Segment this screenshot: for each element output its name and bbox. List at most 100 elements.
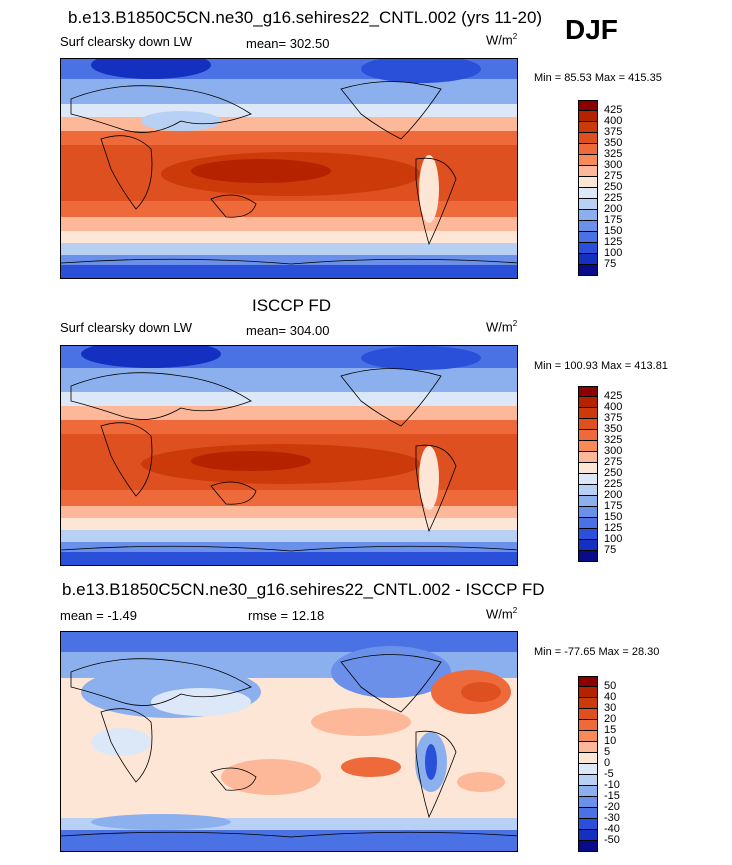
panel3-map: [60, 631, 518, 852]
panel2-mean-label: mean= 304.00: [246, 323, 330, 338]
colorbar-tick-label: 400: [604, 115, 623, 127]
colorbar-tick-label: 400: [604, 401, 623, 413]
colorbar-tick-label: 75: [604, 544, 617, 556]
colorbar-box: [578, 720, 598, 731]
colorbar-box: [578, 764, 598, 775]
colorbar-tick-label: 375: [604, 126, 623, 138]
panel1-mean-label: mean= 302.50: [246, 36, 330, 51]
colorbar-box: [578, 540, 598, 551]
panel3-title: b.e13.B1850C5CN.ne30_g16.sehires22_CNTL.…: [62, 580, 545, 599]
colorbar-tick-label: -50: [604, 834, 620, 846]
colorbar-box: [578, 507, 598, 518]
colorbar-box: [578, 518, 598, 529]
colorbar-tick-label: 300: [604, 445, 623, 457]
panel2-variable-label: Surf clearsky down LW: [60, 320, 192, 335]
colorbar-tick-label: 100: [604, 247, 623, 259]
panel3-rmse-label: rmse = 12.18: [248, 608, 325, 623]
colorbar-tick-label: -10: [604, 779, 620, 791]
panel3-units-label: W/m2: [486, 606, 518, 622]
colorbar-tick-label: 0: [604, 757, 611, 769]
colorbar-tick-label: 175: [604, 214, 623, 226]
colorbar-box: [578, 841, 598, 852]
colorbar-tick-label: 100: [604, 533, 623, 545]
colorbar-tick-label: 325: [604, 148, 623, 160]
colorbar-box: [578, 819, 598, 830]
colorbar-box: [578, 430, 598, 441]
colorbar-tick-label: 75: [604, 258, 617, 270]
panel2-colorbar: [578, 386, 598, 562]
colorbar-box: [578, 254, 598, 265]
season-label: DJF: [565, 14, 618, 45]
colorbar-tick-label: 15: [604, 724, 617, 736]
colorbar-box: [578, 676, 598, 687]
colorbar-tick-label: 250: [604, 467, 623, 479]
colorbar-box: [578, 485, 598, 496]
colorbar-tick-label: 30: [604, 702, 617, 714]
colorbar-box: [578, 441, 598, 452]
panel1-colorbar: [578, 100, 598, 276]
colorbar-box: [578, 166, 598, 177]
colorbar-box: [578, 199, 598, 210]
colorbar-box: [578, 786, 598, 797]
colorbar-box: [578, 386, 598, 397]
colorbar-tick-label: -30: [604, 812, 620, 824]
colorbar-box: [578, 731, 598, 742]
colorbar-box: [578, 830, 598, 841]
colorbar-box: [578, 709, 598, 720]
colorbar-tick-label: 300: [604, 159, 623, 171]
panel1-units-label: W/m2: [486, 32, 518, 48]
colorbar-tick-label: 10: [604, 735, 617, 747]
colorbar-box: [578, 111, 598, 122]
colorbar-tick-label: 125: [604, 522, 623, 534]
colorbar-box: [578, 232, 598, 243]
colorbar-box: [578, 265, 598, 276]
colorbar-box: [578, 808, 598, 819]
colorbar-box: [578, 529, 598, 540]
colorbar-box: [578, 419, 598, 430]
colorbar-box: [578, 474, 598, 485]
panel2-map: [60, 345, 518, 566]
colorbar-tick-label: 425: [604, 390, 623, 402]
panel1-map: [60, 58, 518, 279]
panel1-variable-label: Surf clearsky down LW: [60, 34, 192, 49]
panel3-colorbar: [578, 676, 598, 852]
colorbar-tick-label: 225: [604, 478, 623, 490]
colorbar-tick-label: 50: [604, 680, 617, 692]
colorbar-box: [578, 221, 598, 232]
panel2-title: ISCCP FD: [252, 296, 332, 315]
panel1-title: b.e13.B1850C5CN.ne30_g16.sehires22_CNTL.…: [68, 8, 543, 27]
colorbar-box: [578, 496, 598, 507]
colorbar-box: [578, 144, 598, 155]
panel3-mean-label: mean = -1.49: [60, 608, 137, 623]
colorbar-tick-label: 275: [604, 456, 623, 468]
colorbar-tick-label: 200: [604, 489, 623, 501]
colorbar-tick-label: 275: [604, 170, 623, 182]
colorbar-box: [578, 100, 598, 111]
colorbar-tick-label: -5: [604, 768, 614, 780]
panel2-minmax: Min = 100.93 Max = 413.81: [534, 360, 668, 372]
colorbar-box: [578, 155, 598, 166]
colorbar-tick-label: 200: [604, 203, 623, 215]
colorbar-box: [578, 397, 598, 408]
colorbar-tick-label: 425: [604, 104, 623, 116]
colorbar-tick-label: 375: [604, 412, 623, 424]
colorbar-tick-label: -15: [604, 790, 620, 802]
colorbar-box: [578, 463, 598, 474]
panel1-minmax: Min = 85.53 Max = 415.35: [534, 72, 662, 84]
colorbar-tick-label: 5: [604, 746, 611, 758]
colorbar-box: [578, 408, 598, 419]
colorbar-tick-label: 225: [604, 192, 623, 204]
panel3-minmax: Min = -77.65 Max = 28.30: [534, 646, 660, 658]
colorbar-box: [578, 742, 598, 753]
colorbar-box: [578, 687, 598, 698]
colorbar-box: [578, 775, 598, 786]
colorbar-box: [578, 551, 598, 562]
colorbar-tick-label: 125: [604, 236, 623, 248]
colorbar-box: [578, 753, 598, 764]
colorbar-tick-label: 175: [604, 500, 623, 512]
colorbar-tick-label: 350: [604, 137, 623, 149]
colorbar-box: [578, 797, 598, 808]
colorbar-box: [578, 133, 598, 144]
colorbar-box: [578, 698, 598, 709]
colorbar-box: [578, 122, 598, 133]
